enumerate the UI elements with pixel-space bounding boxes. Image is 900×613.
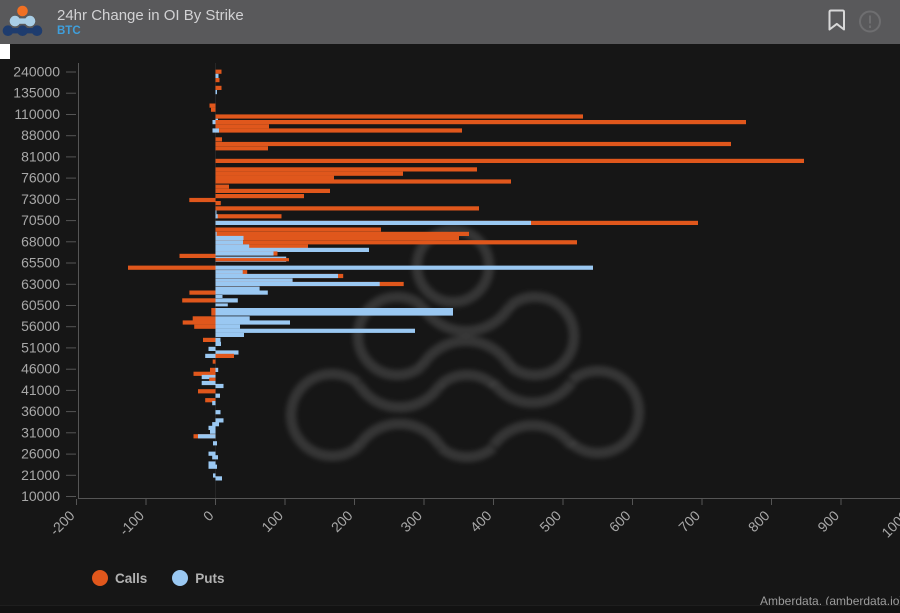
svg-text:600: 600	[606, 507, 634, 535]
svg-text:10000: 10000	[21, 488, 60, 504]
svg-text:1000: 1000	[878, 507, 900, 540]
svg-text:68000: 68000	[21, 233, 60, 249]
svg-text:63000: 63000	[21, 276, 60, 292]
svg-text:76000: 76000	[21, 170, 60, 186]
svg-text:73000: 73000	[21, 191, 60, 207]
svg-text:135000: 135000	[13, 85, 60, 101]
svg-text:81000: 81000	[21, 148, 60, 164]
svg-text:51000: 51000	[21, 339, 60, 355]
svg-text:400: 400	[467, 507, 495, 535]
svg-text:70500: 70500	[21, 212, 60, 228]
svg-text:-100: -100	[116, 507, 147, 538]
svg-text:21000: 21000	[21, 467, 60, 483]
svg-text:31000: 31000	[21, 424, 60, 440]
svg-text:41000: 41000	[21, 382, 60, 398]
svg-text:500: 500	[536, 507, 564, 535]
svg-text:100: 100	[258, 507, 286, 535]
svg-text:900: 900	[814, 507, 842, 535]
svg-text:56000: 56000	[21, 318, 60, 334]
svg-text:26000: 26000	[21, 446, 60, 462]
svg-text:110000: 110000	[14, 106, 60, 122]
svg-text:88000: 88000	[21, 127, 60, 143]
svg-text:36000: 36000	[21, 403, 60, 419]
svg-text:700: 700	[675, 507, 703, 535]
svg-text:0: 0	[200, 507, 217, 524]
svg-text:-200: -200	[46, 507, 77, 538]
svg-text:800: 800	[745, 507, 773, 535]
svg-text:240000: 240000	[13, 64, 60, 80]
svg-text:46000: 46000	[21, 361, 60, 377]
svg-text:65500: 65500	[21, 255, 60, 271]
svg-text:60500: 60500	[21, 297, 60, 313]
svg-text:200: 200	[328, 507, 356, 535]
svg-text:300: 300	[397, 507, 425, 535]
